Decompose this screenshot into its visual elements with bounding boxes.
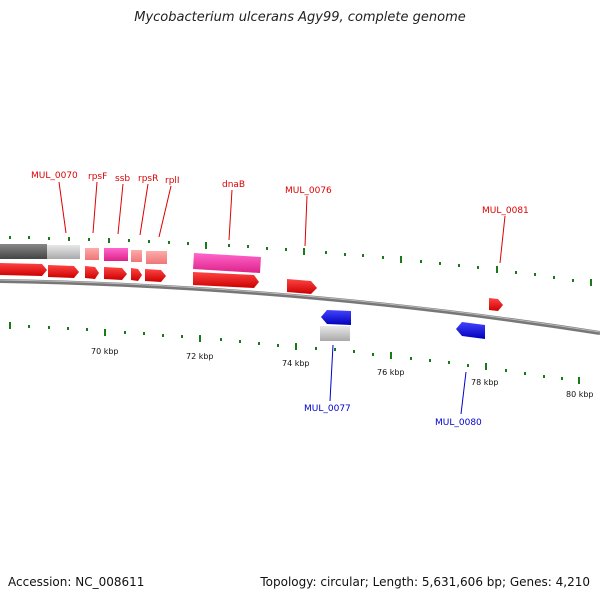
gene-label[interactable]: rpsF [88,172,107,182]
cds-arrow [287,279,317,294]
cds-arrow [104,267,127,280]
gene-label[interactable]: rplI [165,176,180,186]
ruler-label-70: 70 kbp [91,347,119,356]
cds-arrow-reverse [321,310,351,325]
feature-track [0,244,350,341]
cds-arrow-reverse [456,322,485,339]
label-leaders-reverse [329,344,467,415]
feature-block-pink-large [193,253,261,273]
genome-backbone [0,279,600,335]
lower-tick-row [9,322,580,384]
map-title: Mycobacterium ulcerans Agy99, complete g… [134,10,466,25]
cds-arrow [0,263,47,276]
gene-label[interactable]: MUL_0070 [31,171,78,181]
feature-block-salmon [131,250,142,262]
gene-labels-reverse: MUL_0077 MUL_0080 [304,404,482,428]
ruler-labels: 70 kbp 72 kbp 74 kbp 76 kbp 78 kbp 80 kb… [91,347,594,399]
accession-text: Accession: NC_008611 [8,575,145,589]
ruler-label-72: 72 kbp [186,352,214,361]
feature-block-salmon [146,251,167,264]
genome-summary-text: Topology: circular; Length: 5,631,606 bp… [260,575,590,589]
cds-arrow [85,266,99,279]
ruler-label-74: 74 kbp [282,359,310,368]
gene-labels-forward: MUL_0070 rpsF ssb rpsR rplI dnaB MUL_007… [31,171,529,216]
label-leaders-forward [58,181,506,264]
feature-block-grey-reverse [320,326,350,341]
cds-arrow [131,268,142,281]
upper-tick-row [9,236,592,286]
gene-label[interactable]: rpsR [138,174,158,184]
genome-backbone-highlight [0,279,600,333]
cds-reverse-track [321,310,485,339]
ruler-label-76: 76 kbp [377,368,405,377]
gene-label[interactable]: MUL_0076 [285,186,332,196]
cds-arrow [489,298,503,311]
gene-label[interactable]: MUL_0081 [482,206,529,216]
cds-forward-track [0,263,503,311]
gene-label[interactable]: dnaB [222,180,245,190]
feature-block-salmon [85,248,99,260]
cds-arrow [193,272,259,288]
gene-label[interactable]: MUL_0080 [435,418,482,428]
cds-arrow [145,269,166,282]
ruler-label-78: 78 kbp [471,378,499,387]
feature-block-pink [104,248,128,261]
feature-block-dark [0,244,47,259]
cds-arrow [48,265,79,278]
gene-label[interactable]: ssb [115,174,130,184]
feature-block-grey [47,245,80,259]
ruler-label-80: 80 kbp [566,390,594,399]
gene-label[interactable]: MUL_0077 [304,404,351,414]
